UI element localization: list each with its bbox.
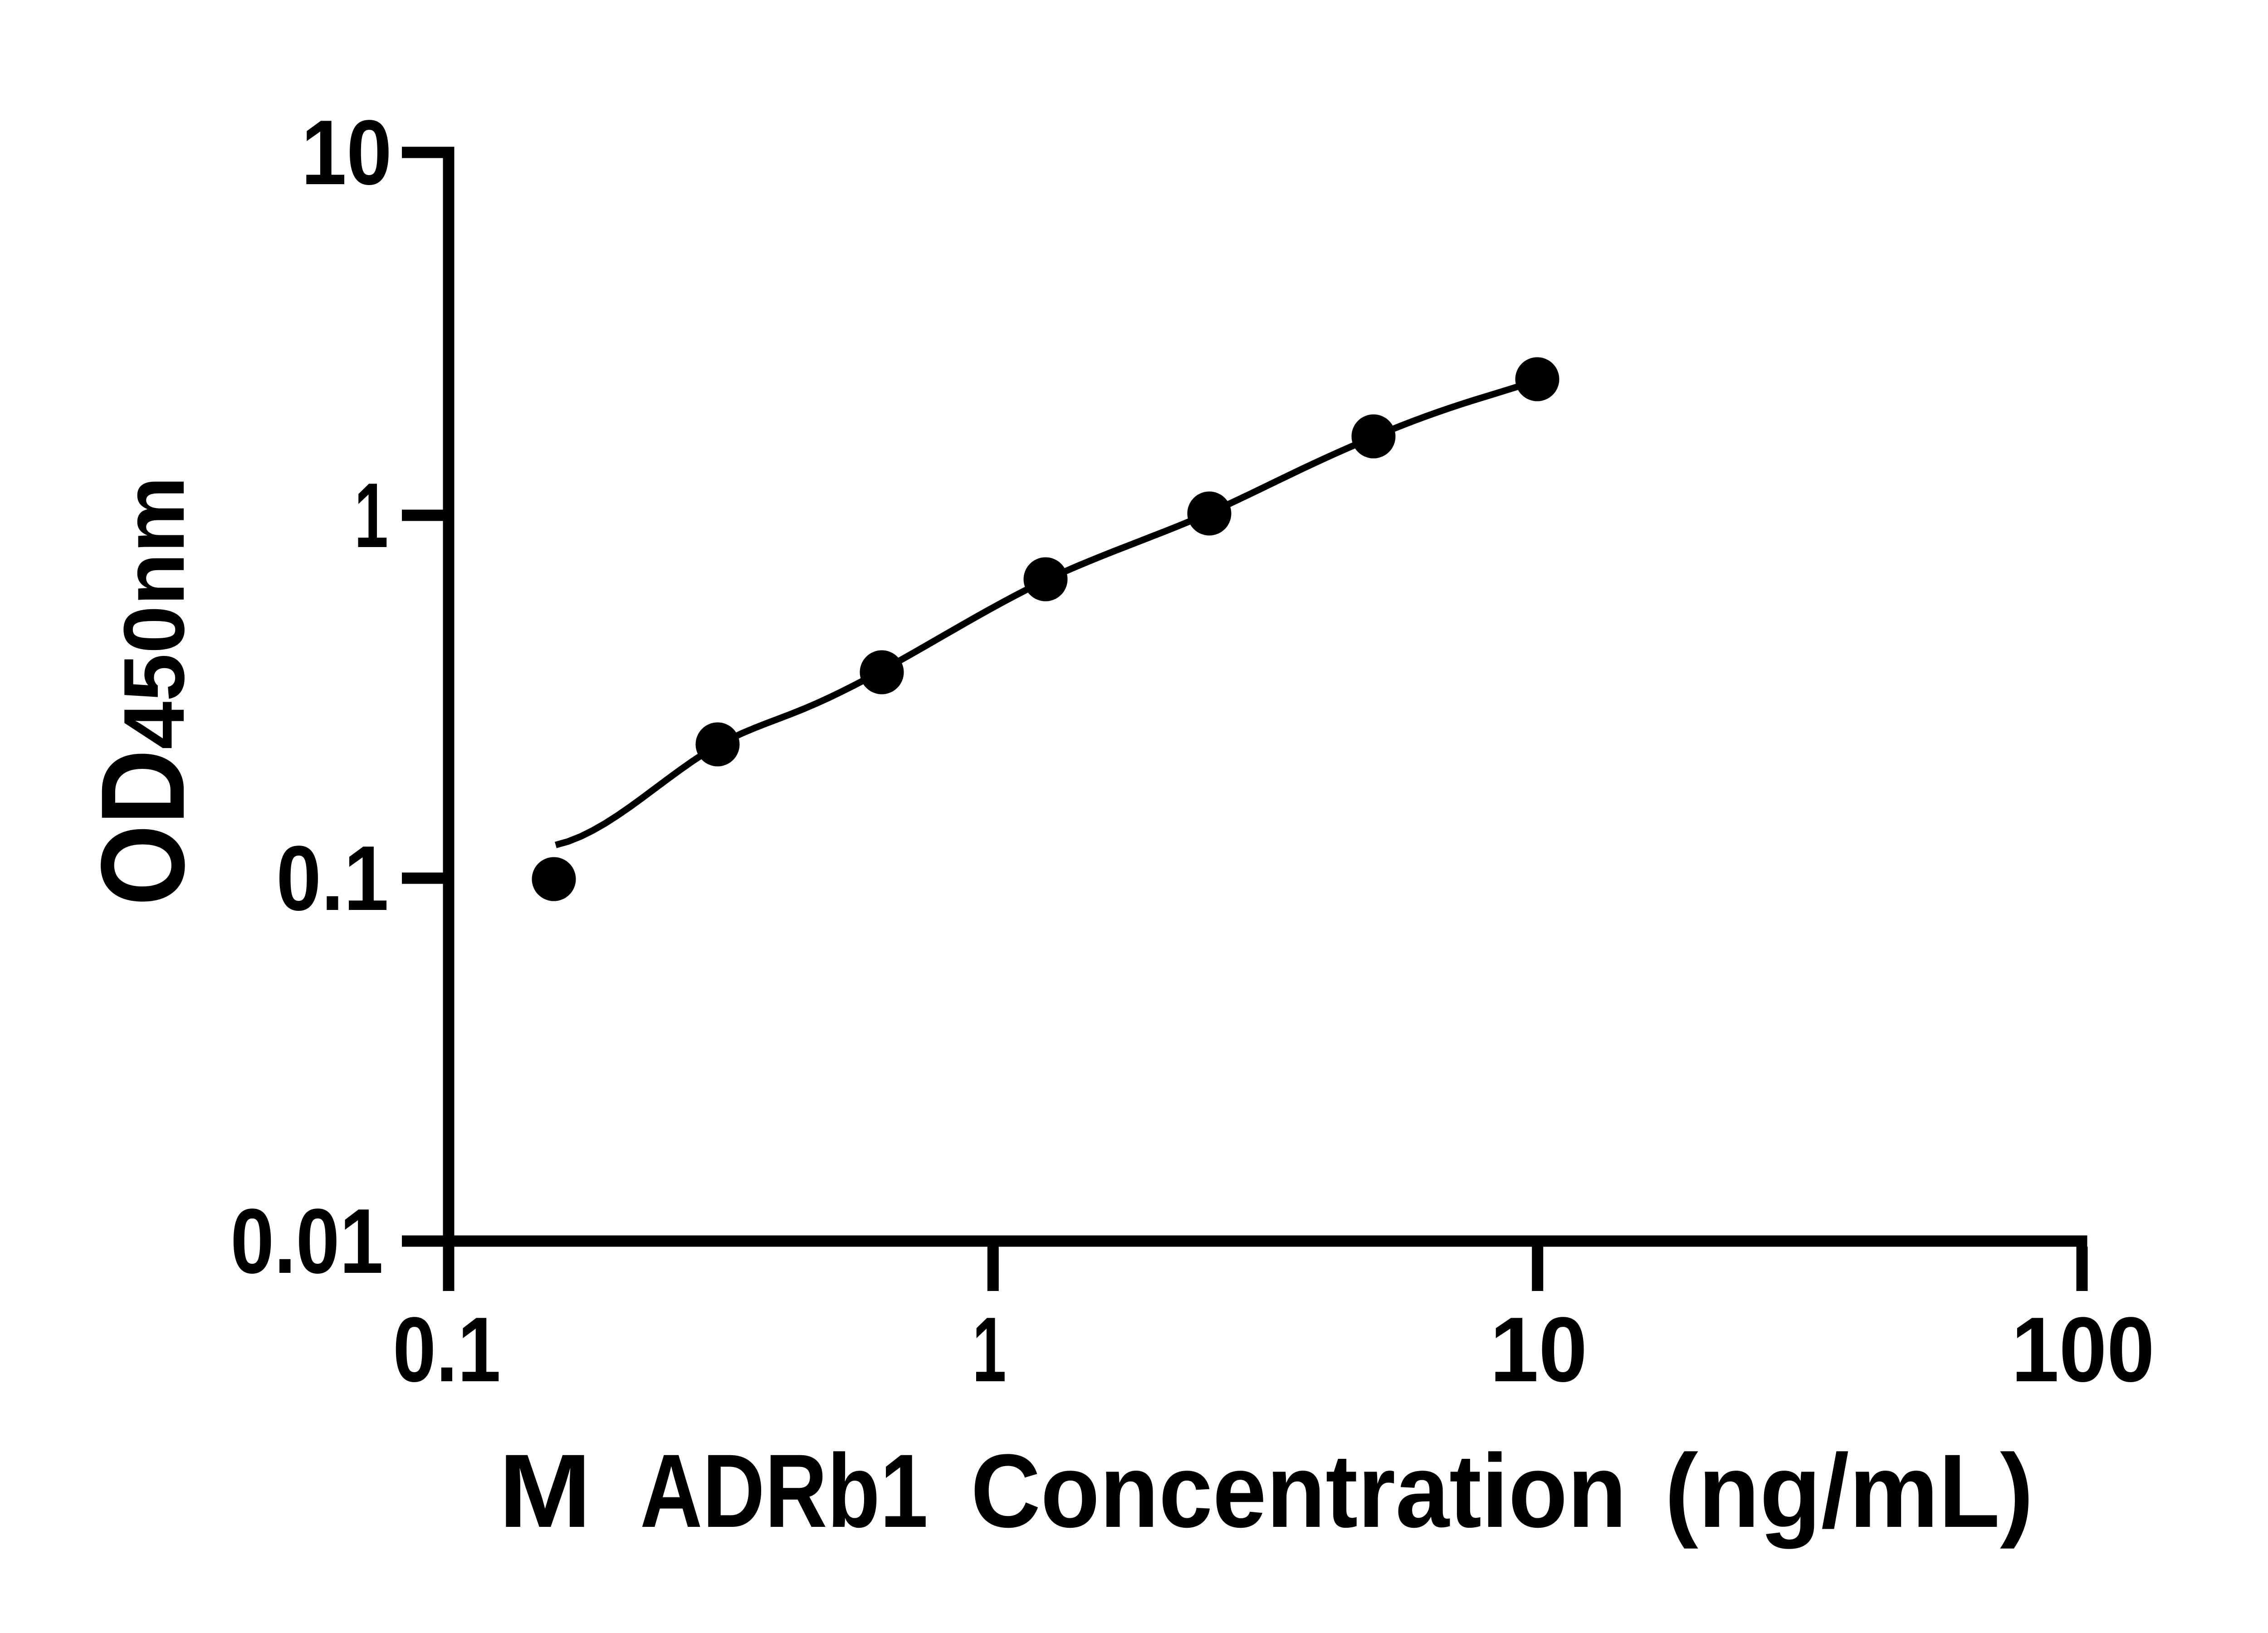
svg-text:0.1: 0.1 (393, 1298, 501, 1401)
svg-text:10: 10 (1490, 1298, 1588, 1401)
svg-text:1: 1 (354, 464, 388, 567)
svg-text:0.1: 0.1 (276, 827, 389, 930)
svg-text:ADRb1: ADRb1 (640, 1433, 928, 1549)
svg-text:1: 1 (973, 1298, 1007, 1401)
svg-text:10: 10 (301, 101, 392, 204)
svg-text:0.01: 0.01 (230, 1190, 383, 1293)
svg-text:OD450nm: OD450nm (76, 476, 209, 906)
svg-text:M: M (499, 1433, 591, 1549)
svg-text:Concentration: Concentration (971, 1433, 1627, 1549)
svg-text:(ng/mL): (ng/mL) (1665, 1433, 2033, 1549)
svg-text:100: 100 (2011, 1298, 2155, 1401)
